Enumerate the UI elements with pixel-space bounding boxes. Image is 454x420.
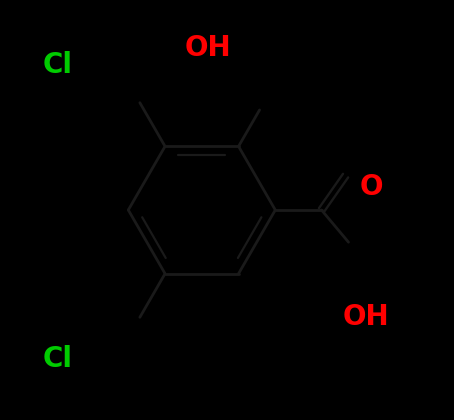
Text: Cl: Cl [42,51,72,79]
Text: OH: OH [342,303,389,331]
Text: Cl: Cl [42,345,72,373]
Text: OH: OH [185,34,232,62]
Text: O: O [359,173,383,201]
